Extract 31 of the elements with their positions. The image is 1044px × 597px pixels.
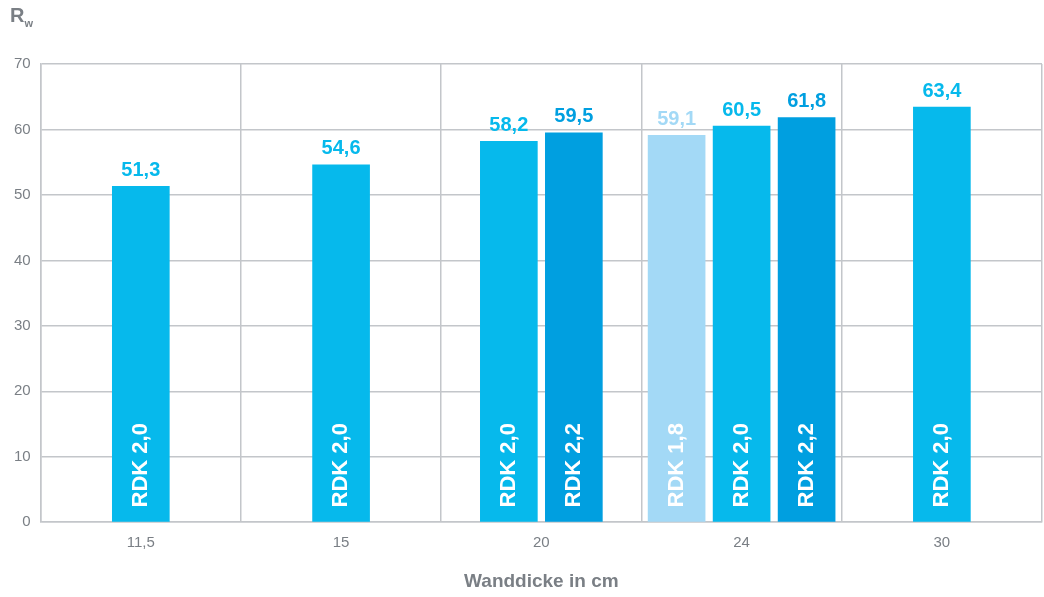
y-tick-label: 10 [14, 446, 31, 464]
x-tick-label: 24 [733, 533, 750, 551]
y-tick-label: 50 [14, 185, 31, 203]
y-tick-label: 20 [14, 381, 31, 399]
data-label: 51,3 [121, 157, 161, 180]
text: RDK 2,0 [727, 423, 753, 508]
x-tick-label: 11,5 [126, 533, 155, 551]
y-axis-title: R$_{w}$ [10, 4, 34, 29]
data-label: 59,5 [554, 104, 594, 127]
data-label: 60,5 [722, 97, 762, 120]
series-label: RDK 2,2 [559, 423, 585, 508]
y-tick-label: 30 [14, 315, 31, 333]
data-label: 61,8 [787, 89, 827, 112]
x-tick-label: 30 [933, 533, 951, 551]
text: RDK 2,0 [327, 423, 353, 508]
x-axis-title: Wanddicke in cm [464, 569, 619, 591]
series-label: RDK 2,0 [126, 423, 152, 508]
text: RDK 2,2 [792, 423, 818, 508]
data-label: 54,6 [321, 136, 361, 159]
text: RDK 2,0 [927, 423, 953, 508]
x-tick-label: 20 [533, 533, 550, 551]
data-label: 59,1 [657, 106, 697, 129]
y-tick-label: 40 [14, 250, 31, 268]
text: RDK 2,0 [494, 423, 520, 508]
y-tick-label: 60 [14, 119, 31, 137]
data-label: 63,4 [922, 78, 963, 101]
x-tick-label: 15 [332, 533, 350, 551]
series-label: RDK 1,8 [662, 423, 688, 508]
data-label: 58,2 [489, 112, 529, 135]
y-tick-label: 70 [14, 54, 31, 72]
y-tick-label: 0 [22, 512, 31, 530]
